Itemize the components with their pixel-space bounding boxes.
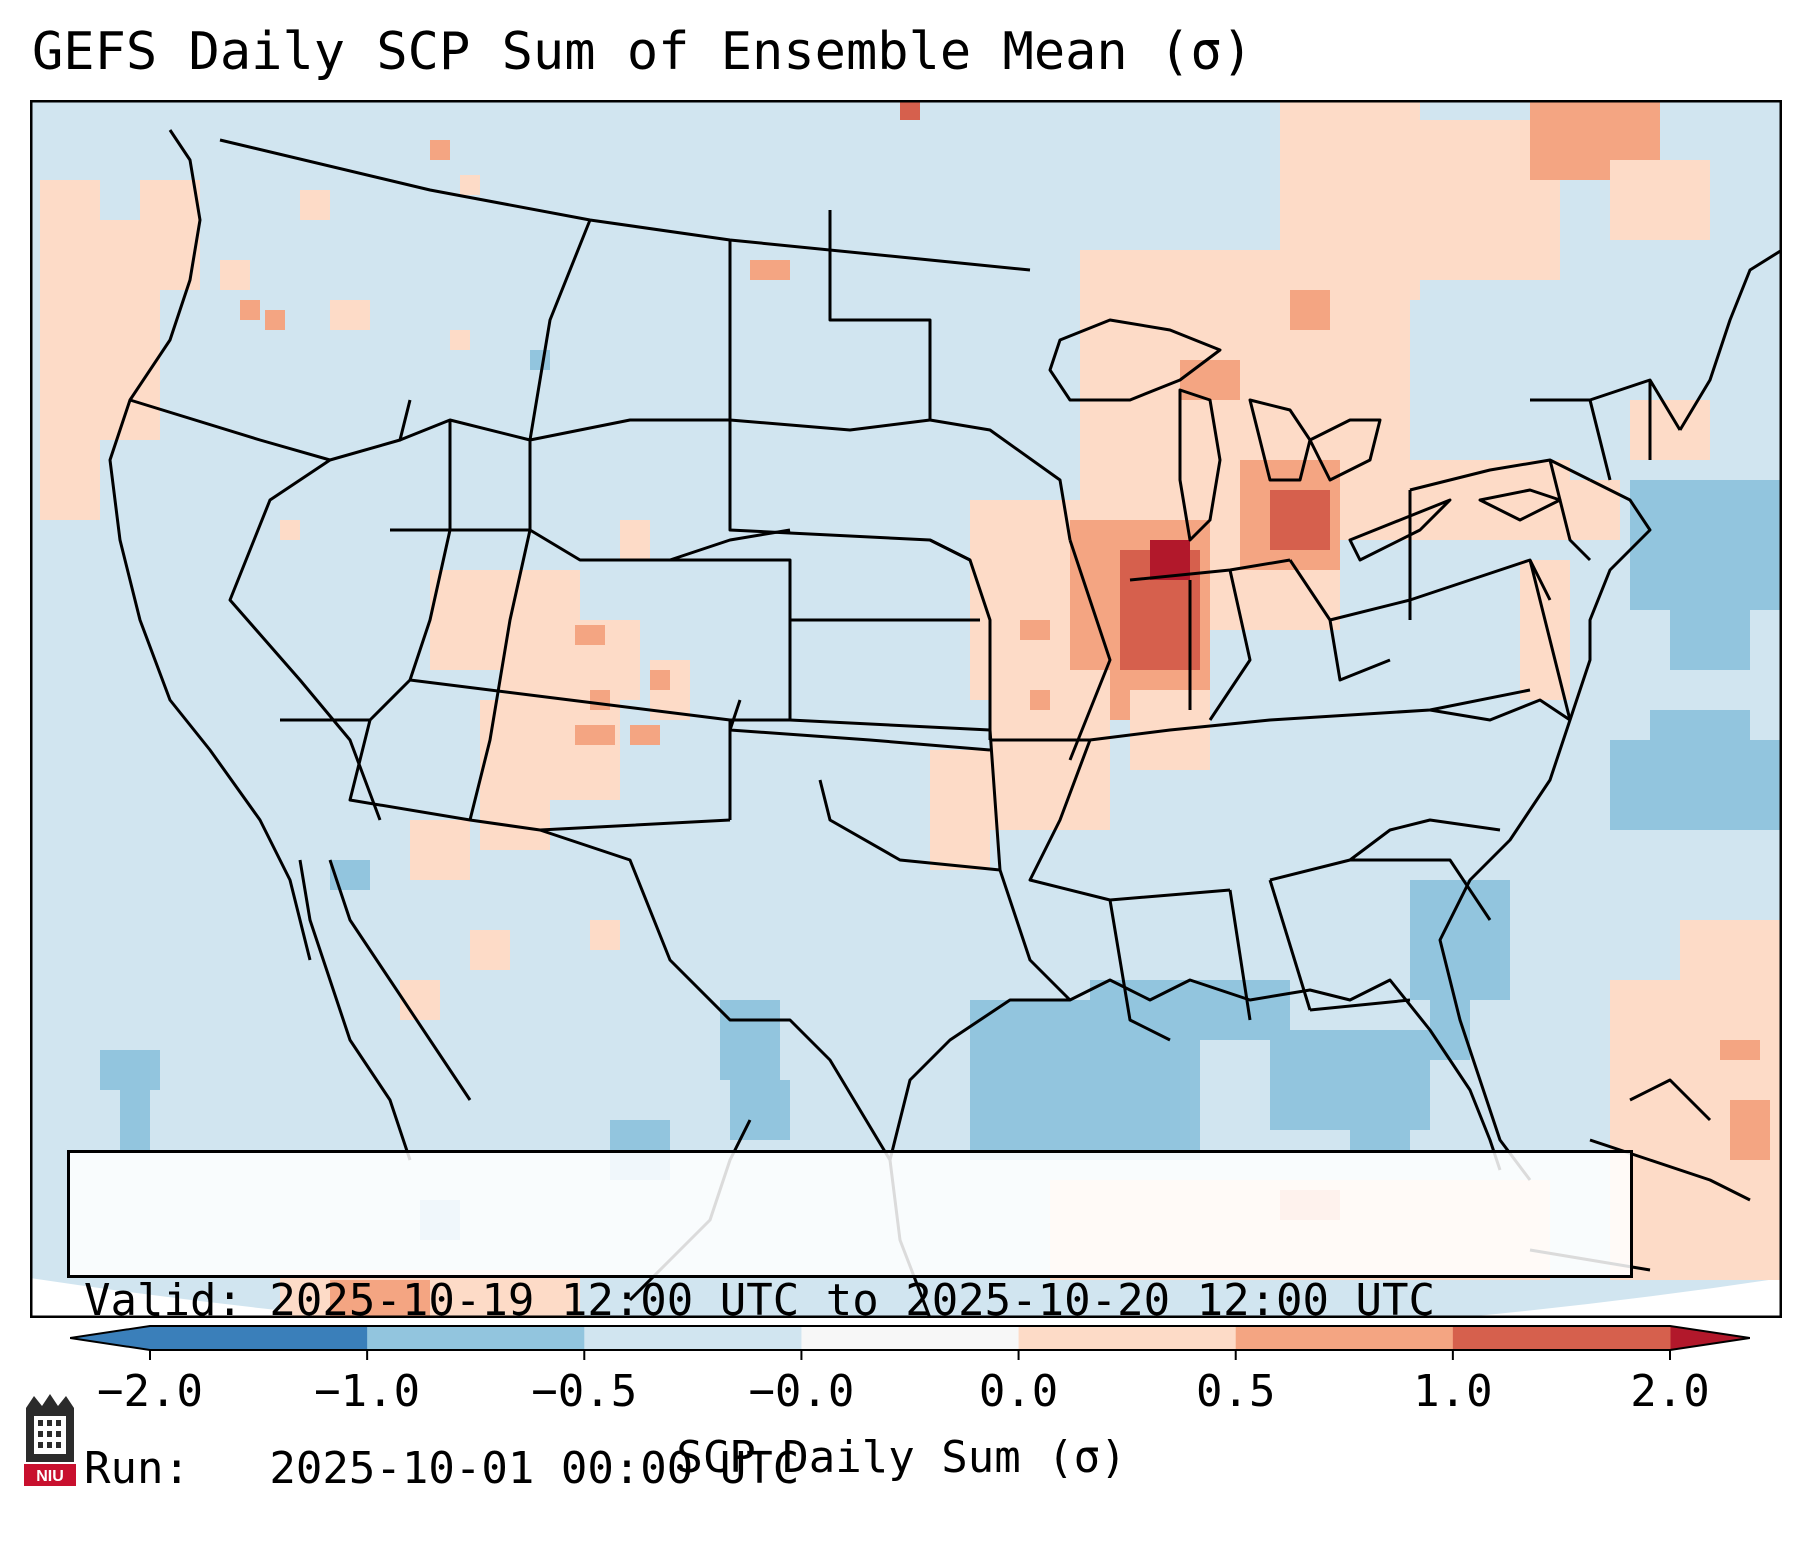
colorbar-swatch [801, 1326, 1020, 1350]
run-time-text: Run: 2025-10-01 00:00 UTC [84, 1443, 800, 1494]
colorbar-tick-label: −0.5 [531, 1366, 638, 1417]
colorbar-swatch [367, 1326, 585, 1350]
valid-time-box: Valid: 2025-10-19 12:00 UTC to 2025-10-2… [67, 1150, 1633, 1494]
colorbar-swatch [584, 1326, 802, 1350]
valid-time-text: Valid: 2025-10-19 12:00 UTC to 2025-10-2… [84, 1275, 1436, 1326]
scp-map [30, 100, 1782, 1318]
map-title: GEFS Daily SCP Sum of Ensemble Mean (σ) [32, 22, 1253, 82]
colorbar-outline [70, 1325, 1750, 1351]
colorbar-tick-label: −0.0 [748, 1366, 855, 1417]
colorbar-extend-high [1670, 1326, 1750, 1350]
colorbar-ticks [149, 1350, 1671, 1360]
colorbar-tick-label: 1.0 [1413, 1366, 1493, 1417]
colorbar-swatch [1235, 1326, 1454, 1350]
colorbar-swatch [1018, 1326, 1237, 1350]
colorbar-label: SCP Daily Sum (σ) [676, 1432, 1127, 1483]
niu-logo-icon: NIU [24, 1394, 76, 1486]
colorbar-swatches [70, 1326, 1750, 1350]
colorbar [70, 1325, 1750, 1360]
map-frame [30, 100, 1782, 1318]
colorbar-tick-label: −1.0 [314, 1366, 421, 1417]
colorbar-swatch [1452, 1326, 1671, 1350]
colorbar-tick-label: 2.0 [1630, 1366, 1710, 1417]
colorbar-tick-label: 0.0 [978, 1366, 1059, 1417]
colorbar-extend-low [70, 1326, 150, 1350]
logo-text: NIU [36, 1468, 64, 1485]
colorbar-tick-label: −2.0 [97, 1366, 203, 1417]
colorbar-swatch [150, 1326, 368, 1350]
colorbar-tick-label: 0.5 [1195, 1366, 1276, 1417]
